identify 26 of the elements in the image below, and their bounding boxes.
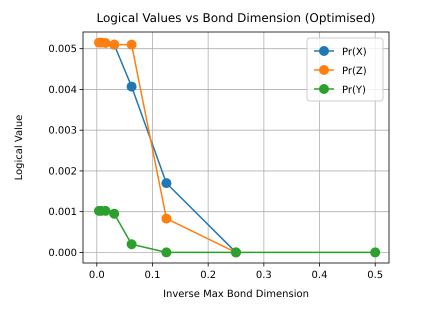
legend-label: Pr(Z) — [342, 66, 367, 77]
x-tick-label: 0.3 — [256, 270, 272, 281]
point — [126, 239, 137, 250]
y-tick-label: 0.004 — [48, 84, 77, 96]
point — [126, 40, 137, 50]
point — [161, 178, 172, 188]
x-tick-label: 0.5 — [367, 270, 384, 281]
chart-title: Logical Values vs Bond Dimension (Optimised) — [96, 11, 376, 25]
point — [126, 82, 137, 92]
x-tick-label: 0.4 — [312, 270, 328, 281]
y-tick-label: 0.002 — [48, 166, 77, 178]
point — [161, 247, 172, 258]
y-tick-label: 0.005 — [48, 44, 77, 56]
x-axis-title: Inverse Max Bond Dimension — [163, 289, 309, 300]
y-tick-label: 0.000 — [48, 248, 77, 259]
x-tick-label: 0.0 — [88, 270, 105, 281]
y-tick-label: 0.003 — [48, 126, 77, 137]
y-tick-label: 0.001 — [48, 207, 77, 218]
legend-label: Pr(Y) — [342, 85, 366, 96]
point — [109, 208, 120, 219]
point — [370, 247, 380, 258]
legend-label: Pr(X) — [342, 47, 367, 58]
x-tick-label: 0.1 — [144, 270, 160, 281]
point — [161, 214, 172, 224]
y-axis-title: Logical Value — [14, 114, 25, 180]
x-tick-label: 0.2 — [200, 270, 216, 281]
